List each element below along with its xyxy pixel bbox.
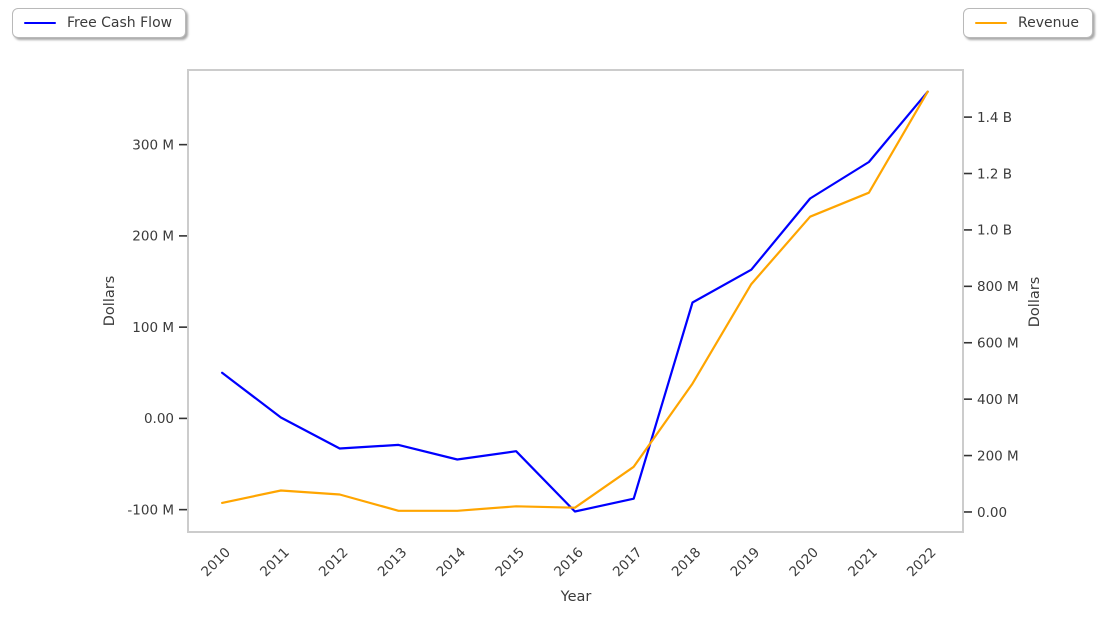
x-tick-label: 2011 — [257, 545, 293, 581]
x-tick-label: 2010 — [198, 545, 234, 581]
x-axis-title: Year — [560, 589, 592, 605]
y-tick-label-right: 400 M — [977, 392, 1019, 408]
y-tick-label-left: -100 M — [127, 502, 174, 518]
y-tick-label-right: 0.00 — [977, 505, 1007, 521]
x-tick-label: 2022 — [904, 545, 940, 581]
legend-label-free-cash-flow: Free Cash Flow — [67, 15, 173, 31]
y-axis-left: -100 M 0.00 100 M 200 M 300 M — [127, 137, 187, 518]
x-tick-label: 2018 — [669, 545, 705, 581]
legend-line-free-cash-flow-icon — [24, 21, 56, 25]
y-tick-label-right: 800 M — [977, 279, 1019, 295]
x-tick-label: 2012 — [316, 545, 352, 581]
x-tick-label: 2016 — [551, 545, 587, 581]
y-tick-label-right: 1.2 B — [977, 166, 1012, 182]
plot-border — [187, 69, 964, 533]
legend-label-revenue: Revenue — [1018, 15, 1079, 31]
y-tick-label-right: 200 M — [977, 448, 1019, 464]
legend-revenue[interactable]: Revenue — [963, 8, 1093, 38]
x-tick-label: 2021 — [845, 545, 881, 581]
x-tick-label: 2019 — [728, 545, 764, 581]
x-tick-label: 2017 — [610, 545, 646, 581]
series-line-revenue — [221, 90, 929, 512]
legend-line-revenue-icon — [975, 21, 1008, 25]
y-axis-right: 0.00 200 M 400 M 600 M 800 M 1.0 B 1.2 B 1.4 B — [964, 110, 1019, 521]
x-axis: 2010 2011 2012 2013 2014 2015 2016 2017 2018 2019… — [198, 545, 939, 581]
y-tick-label-right: 1.0 B — [977, 223, 1012, 239]
legend-free-cash-flow[interactable]: Free Cash Flow — [12, 8, 187, 38]
x-tick-label: 2020 — [786, 545, 822, 581]
x-tick-label: 2015 — [492, 545, 528, 581]
y-tick-label-left: 0.00 — [144, 411, 174, 427]
y-tick-label-right: 1.4 B — [977, 110, 1012, 126]
x-tick-label: 2014 — [434, 545, 470, 581]
y-tick-label-left: 100 M — [132, 320, 174, 336]
y-tick-label-right: 600 M — [977, 336, 1019, 352]
y-tick-label-left: 300 M — [132, 137, 174, 153]
y-tick-label-left: 200 M — [132, 229, 174, 245]
series-line-free-cash-flow — [221, 90, 929, 513]
x-tick-label: 2013 — [375, 545, 411, 581]
